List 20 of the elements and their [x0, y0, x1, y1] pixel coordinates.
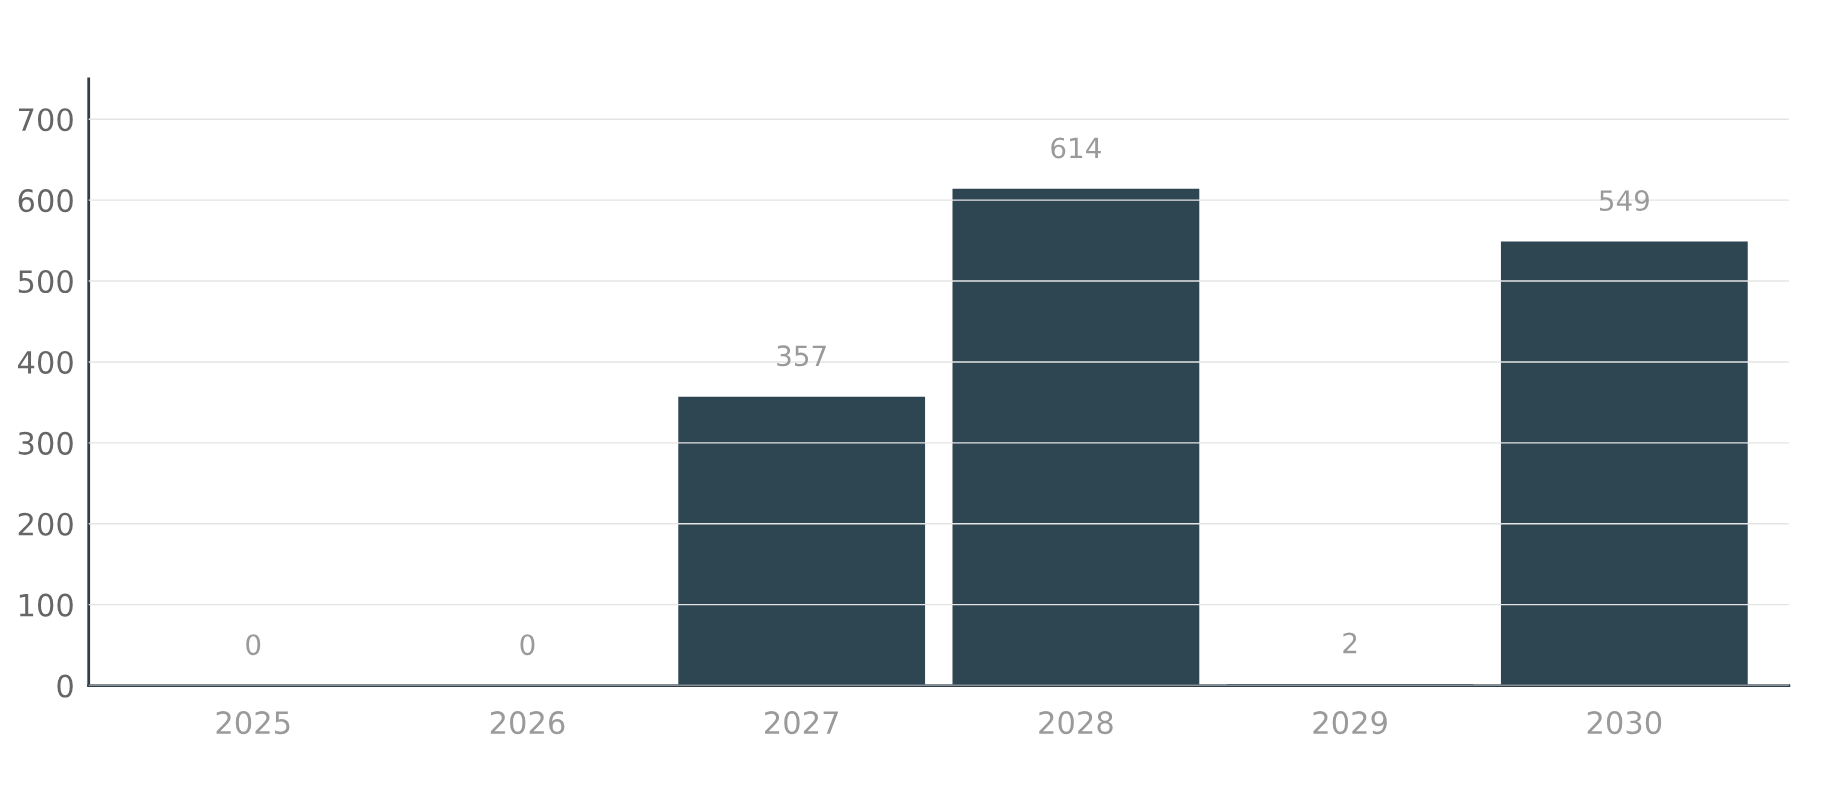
data-label: 0 [520, 634, 535, 656]
x-tick-label: 2028 [1039, 711, 1113, 735]
x-tick-label: 2027 [765, 711, 838, 735]
y-tick-label: 300 [18, 431, 73, 455]
y-tick-label: 600 [18, 189, 73, 213]
y-tick-label: 500 [18, 269, 73, 294]
y-tick-label: 200 [18, 512, 73, 536]
data-label: 2 [1343, 632, 1357, 654]
data-label: 549 [1599, 190, 1649, 212]
x-tick-label: 2026 [490, 711, 565, 735]
data-label: 614 [1051, 137, 1101, 159]
x-tick-label: 2025 [216, 711, 290, 735]
data-label: 0 [246, 634, 261, 656]
y-tick-label: 400 [17, 350, 73, 374]
y-tick-label: 0 [57, 674, 73, 698]
x-tick-label: 2029 [1313, 711, 1387, 735]
x-tick-label: 2030 [1587, 711, 1662, 735]
y-tick-label: 700 [19, 108, 73, 132]
data-label: 357 [777, 345, 826, 367]
y-tick-label: 100 [19, 593, 73, 617]
